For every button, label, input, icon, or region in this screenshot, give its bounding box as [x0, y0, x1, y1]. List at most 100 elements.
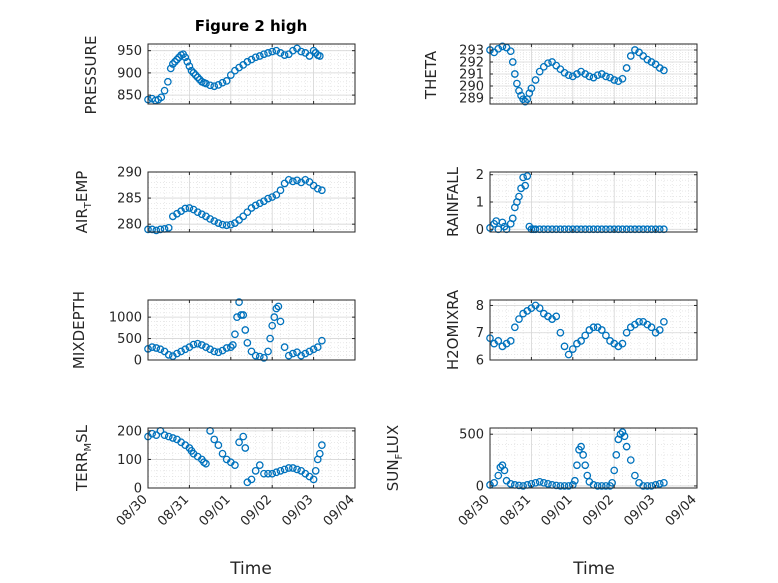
data-point: [264, 469, 272, 478]
y-tick-label: 900: [117, 66, 142, 81]
data-point: [606, 73, 614, 82]
data-point: [239, 432, 248, 441]
data-point: [655, 326, 664, 334]
data-point: [189, 340, 198, 349]
y-tick-label: 292: [459, 56, 484, 71]
data-point: [593, 71, 602, 80]
data-point: [618, 74, 627, 83]
data-point: [618, 339, 627, 348]
data-point: [183, 57, 192, 66]
plot-area: [490, 428, 697, 488]
data-point: [622, 442, 631, 451]
data-point: [618, 428, 627, 436]
data-point: [519, 482, 527, 490]
data-point: [185, 62, 194, 71]
data-point: [597, 482, 606, 490]
data-point: [523, 172, 532, 180]
y-tick-label: 0: [134, 482, 142, 497]
data-point: [498, 42, 507, 51]
axes-box: [147, 427, 356, 489]
data-point: [197, 210, 206, 219]
y-tick-label: 293: [459, 44, 484, 59]
y-tick-label: 950: [117, 44, 142, 59]
data-point: [289, 46, 297, 55]
y-tick-label: 1: [476, 196, 484, 211]
data-point: [655, 64, 664, 72]
data-point: [318, 441, 326, 449]
data-point: [264, 347, 272, 356]
data-point: [556, 482, 565, 490]
data-point: [527, 84, 536, 93]
y-label-air-sub: T: [83, 201, 94, 209]
data-point: [622, 328, 631, 337]
axes-box: [489, 299, 698, 361]
data-point: [148, 225, 156, 234]
data-point: [181, 53, 190, 62]
axes-box: [147, 171, 356, 233]
data-point: [226, 71, 235, 79]
data-point: [272, 191, 281, 199]
x-tick-label: 09/01: [197, 492, 234, 529]
data-point: [260, 50, 268, 59]
data-point: [280, 465, 289, 474]
data-point: [181, 345, 190, 354]
data-point: [647, 482, 656, 490]
data-point: [568, 72, 577, 81]
data-point: [206, 81, 214, 90]
y-tick-label: 500: [117, 332, 142, 347]
data-point: [315, 449, 324, 458]
data-point: [498, 218, 507, 227]
data-point: [193, 73, 202, 82]
y-label-terr-sub: M: [83, 443, 94, 452]
subplot-terr_msl: 0 100 200 08/30 08/31 09/01 09/02 09/03 09/04: [114, 424, 358, 529]
data-point: [544, 480, 552, 488]
data-point: [164, 432, 173, 441]
y-tick-label: 289: [459, 92, 484, 107]
data-point: [255, 461, 264, 469]
data-point: [608, 478, 616, 487]
data-point: [276, 467, 285, 475]
data-point: [616, 430, 625, 439]
data-point: [247, 475, 256, 484]
data-point: [231, 330, 239, 339]
data-point: [284, 175, 293, 184]
data-point: [255, 52, 264, 60]
data-point: [264, 49, 272, 57]
y-tick-label: 2: [476, 168, 484, 183]
data-point: [564, 350, 573, 359]
y-axis-label-pressure: PRESSURE: [82, 36, 100, 115]
data-point: [510, 323, 519, 332]
y-tick-label: 0: [476, 223, 484, 238]
y-label-sun-tail: LUX: [384, 425, 402, 454]
data-point: [313, 184, 322, 193]
data-point: [519, 173, 527, 182]
x-tick-label: 09/02: [580, 492, 617, 529]
data-point: [581, 70, 590, 78]
data-point: [581, 331, 590, 340]
y-tick-label: 6: [476, 354, 484, 369]
figure-title: Figure 2 high: [195, 17, 308, 35]
y-label-air-main: AIR: [73, 208, 91, 233]
data-point: [577, 337, 585, 345]
y-axis-label-air-temp: AIRTEMP: [73, 171, 94, 234]
data-point: [243, 57, 252, 66]
data-point: [506, 337, 515, 345]
data-point: [508, 58, 517, 66]
subplot-mixdepth: 0 500 1000: [109, 298, 356, 369]
data-point: [166, 64, 175, 73]
data-point: [251, 201, 260, 210]
x-tick-label: 09/03: [279, 492, 316, 529]
data-point: [639, 482, 648, 490]
data-point: [164, 223, 173, 232]
axes-box: [489, 427, 698, 489]
y-tick-label: 285: [117, 192, 142, 207]
data-point: [585, 72, 594, 81]
data-point: [239, 212, 248, 221]
subplot-rainfall: 0 1 2: [476, 168, 698, 238]
data-point: [506, 47, 515, 56]
data-point: [197, 341, 206, 349]
x-tick-label: 08/30: [114, 492, 151, 529]
data-point: [218, 449, 227, 458]
data-point: [564, 71, 573, 80]
